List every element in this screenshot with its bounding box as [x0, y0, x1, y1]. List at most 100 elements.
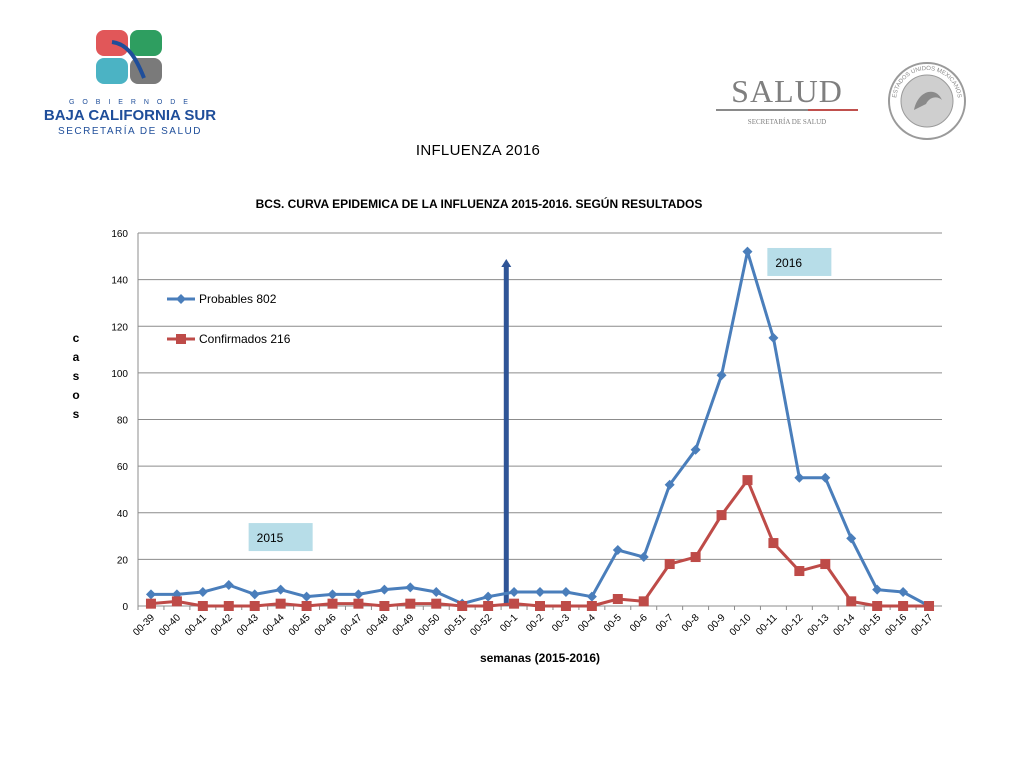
x-tick-label: 00-16	[883, 612, 909, 638]
data-point	[560, 601, 571, 611]
x-tick-label: 00-44	[261, 612, 287, 638]
x-tick-label: 00-50	[417, 612, 443, 638]
data-point	[638, 552, 649, 563]
data-point	[327, 589, 338, 600]
data-point	[716, 370, 727, 381]
data-point	[405, 582, 416, 593]
eagle-icon	[914, 91, 942, 110]
salud-logo-accent	[808, 109, 858, 111]
x-tick-label: 00-12	[780, 612, 806, 638]
data-point	[379, 601, 390, 611]
data-point	[145, 589, 156, 600]
data-point	[664, 559, 675, 570]
annotations: 2016 2015	[248, 247, 832, 552]
y-axis-label-char: c	[73, 331, 80, 345]
x-tick-label: 00-43	[235, 612, 261, 638]
data-point	[249, 601, 260, 611]
y-tick-label: 20	[117, 555, 129, 566]
data-point	[560, 587, 571, 598]
seal-outer-ring	[888, 62, 966, 140]
data-point	[794, 472, 805, 483]
salud-logo-name: SALUD	[731, 73, 843, 109]
x-tick-label: 00-39	[131, 612, 157, 638]
logo-name: BAJA CALIFORNIA SUR	[44, 107, 216, 124]
x-tick-label: 00-11	[754, 612, 780, 638]
data-point	[457, 601, 468, 611]
y-tick-label: 100	[111, 369, 128, 380]
y-tick-label: 160	[111, 229, 128, 240]
legend-entry: Confirmados 216	[199, 332, 291, 346]
x-tick-label: 00-6	[628, 612, 650, 634]
x-tick-label: 00-1	[498, 612, 520, 634]
legend-entry: Probables 802	[199, 292, 277, 306]
year-divider	[501, 258, 512, 606]
data-point	[768, 332, 779, 343]
data-point	[275, 598, 286, 609]
data-point	[431, 598, 442, 609]
x-tick-label: 00-3	[550, 612, 572, 634]
data-point	[535, 601, 545, 611]
y-axis-label-char: a	[73, 350, 80, 364]
data-point	[690, 552, 701, 563]
data-point	[431, 587, 442, 598]
divider-arrowhead-icon	[501, 258, 512, 267]
annotation-label: 2016	[775, 256, 802, 270]
x-tick-label: 00-49	[391, 612, 417, 638]
x-axis-label: semanas (2015-2016)	[480, 651, 600, 665]
data-point	[509, 598, 520, 609]
x-tick-label: 00-9	[706, 612, 728, 634]
x-tick-label: 00-40	[157, 612, 183, 638]
x-tick-label: 00-45	[287, 612, 313, 638]
salud-logo: SALUD SECRETARÍA DE SALUD	[716, 73, 858, 126]
series-0	[145, 246, 935, 611]
data-point	[872, 601, 883, 611]
logo-swoosh-icon	[111, 40, 146, 79]
y-tick-label: 0	[122, 602, 128, 613]
data-point	[249, 589, 260, 600]
mexico-seal-logo: ESTADOS UNIDOS MEXICANOS	[888, 62, 966, 140]
data-point	[509, 587, 520, 598]
y-axis-label-char: s	[73, 369, 80, 383]
chart-title: BCS. CURVA EPIDEMICA DE LA INFLUENZA 201…	[256, 196, 703, 211]
x-tick-label: 00-13	[806, 612, 832, 638]
x-tick-label: 00-14	[831, 612, 857, 638]
x-tick-label: 00-47	[339, 612, 365, 638]
legend-swatch-marker	[176, 334, 186, 344]
y-axis-ticks: 0 20 40 60 80 100 120 140 160	[111, 229, 128, 613]
gridlines	[137, 232, 942, 607]
data-point	[742, 246, 753, 257]
x-tick-label: 00-17	[909, 612, 935, 638]
x-tick-label: 00-46	[313, 612, 339, 638]
data-point	[483, 601, 494, 611]
x-tick-label: 00-5	[602, 612, 624, 634]
logo-tile-green	[130, 30, 162, 56]
series-1	[145, 475, 935, 611]
legend: Probables 802 Confirmados 216	[167, 292, 291, 346]
data-point	[612, 594, 623, 605]
series-group	[145, 246, 935, 611]
data-point	[171, 596, 182, 607]
data-point	[664, 479, 675, 490]
data-point	[846, 596, 857, 607]
x-tick-label: 00-2	[524, 612, 546, 634]
data-point	[353, 598, 364, 609]
data-point	[145, 598, 156, 609]
y-tick-label: 140	[111, 276, 128, 287]
x-tick-label: 00-48	[365, 612, 391, 638]
y-axis-label-char: o	[72, 388, 79, 402]
data-point	[301, 601, 312, 611]
data-point	[846, 533, 857, 544]
data-point	[275, 584, 286, 595]
x-tick-label: 00-52	[468, 612, 494, 638]
x-tick-label: 00-41	[183, 612, 209, 638]
annotation-box	[767, 247, 832, 276]
page-title: INFLUENZA 2016	[415, 142, 541, 159]
data-point	[924, 601, 935, 611]
data-point	[612, 545, 623, 556]
data-point	[768, 538, 779, 549]
legend-swatch-marker	[176, 294, 186, 304]
data-point	[690, 444, 701, 455]
x-tick-label: 00-51	[442, 612, 468, 638]
salud-logo-sub: SECRETARÍA DE SALUD	[748, 118, 826, 126]
